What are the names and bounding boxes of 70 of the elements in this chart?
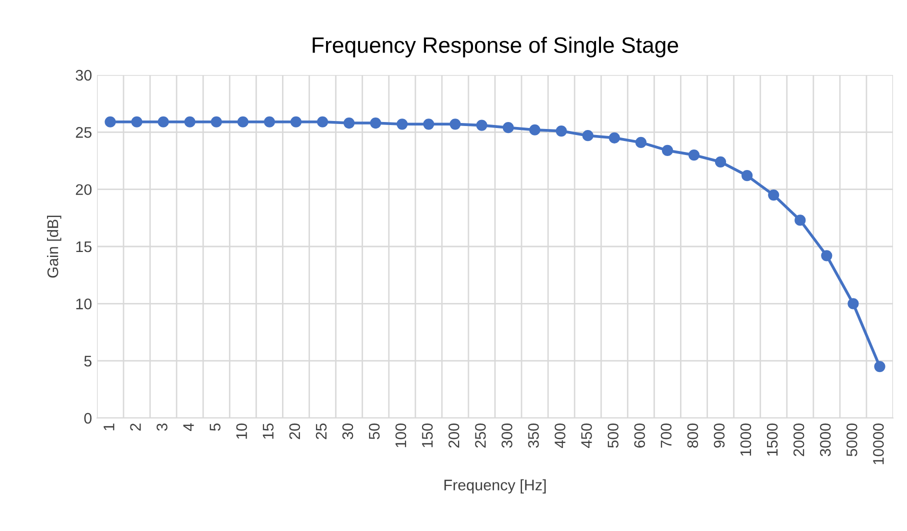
x-tick-label: 700 <box>660 423 672 448</box>
x-tick-label: 150 <box>422 423 433 448</box>
x-axis-title: Frequency [Hz] <box>444 479 546 494</box>
point <box>396 118 408 130</box>
y-axis-title: Gain [dB] <box>47 216 62 278</box>
point <box>423 118 434 130</box>
x-tick-label: 10000 <box>873 423 884 464</box>
y-tick-label: 0 <box>84 412 92 424</box>
x-tick-label: 3000 <box>820 423 831 456</box>
x-tick-label: 400 <box>554 423 566 448</box>
point <box>237 116 248 128</box>
x-tick-label: 3 <box>156 424 168 431</box>
point <box>184 116 196 128</box>
y-tick-label: 10 <box>76 298 92 310</box>
point <box>582 130 594 142</box>
point <box>264 116 276 128</box>
point <box>529 124 540 136</box>
point <box>714 156 726 168</box>
point <box>502 122 514 134</box>
x-tick-label: 200 <box>448 423 460 448</box>
x-tick-label: 30 <box>342 423 354 440</box>
y-tick-label: 5 <box>84 356 92 367</box>
point <box>210 116 222 128</box>
point <box>556 125 567 137</box>
x-tick-label: 500 <box>608 423 618 448</box>
point <box>635 136 646 148</box>
x-tick-label: 600 <box>634 423 646 448</box>
x-tick-label: 250 <box>475 423 486 448</box>
x-tick-label: 5000 <box>846 423 858 456</box>
point <box>662 144 674 156</box>
point <box>848 298 859 310</box>
point <box>476 120 488 131</box>
point <box>688 149 700 161</box>
x-tick-label: 1000 <box>740 423 752 456</box>
point <box>316 116 328 128</box>
point <box>370 117 382 129</box>
x-tick-label: 5 <box>210 424 220 431</box>
x-tick-label: 1500 <box>766 423 778 456</box>
point <box>608 132 620 144</box>
y-tick-label: 25 <box>76 127 92 138</box>
x-tick-label: 20 <box>289 423 300 440</box>
x-tick-label: 4 <box>183 423 194 432</box>
point <box>158 116 169 128</box>
y-tick-label: 30 <box>76 70 92 81</box>
point <box>821 250 832 262</box>
point <box>290 116 302 128</box>
point <box>131 116 142 128</box>
point <box>450 118 461 130</box>
y-tick-label: 20 <box>76 184 92 196</box>
x-tick-label: 2000 <box>793 423 804 456</box>
point <box>344 117 355 129</box>
point <box>104 116 116 128</box>
x-tick-label: 2 <box>130 424 141 431</box>
x-tick-label: 300 <box>502 423 512 448</box>
x-tick-label: 15 <box>262 424 274 439</box>
x-tick-label: 1 <box>104 424 114 430</box>
x-tick-label: 10 <box>236 423 248 439</box>
chart-title: Frequency Response of Single Stage <box>312 36 678 58</box>
point <box>742 170 753 182</box>
x-tick-label: 100 <box>395 423 406 448</box>
point <box>768 189 780 201</box>
x-tick-label: 25 <box>316 424 327 440</box>
point <box>794 214 806 226</box>
x-tick-label: 450 <box>581 423 592 448</box>
y-tick-label: 15 <box>76 242 92 252</box>
x-tick-label: 800 <box>687 423 698 448</box>
point <box>874 360 886 372</box>
x-tick-label: 350 <box>528 423 539 448</box>
x-tick-label: 900 <box>714 423 725 448</box>
x-tick-label: 50 <box>368 423 380 440</box>
